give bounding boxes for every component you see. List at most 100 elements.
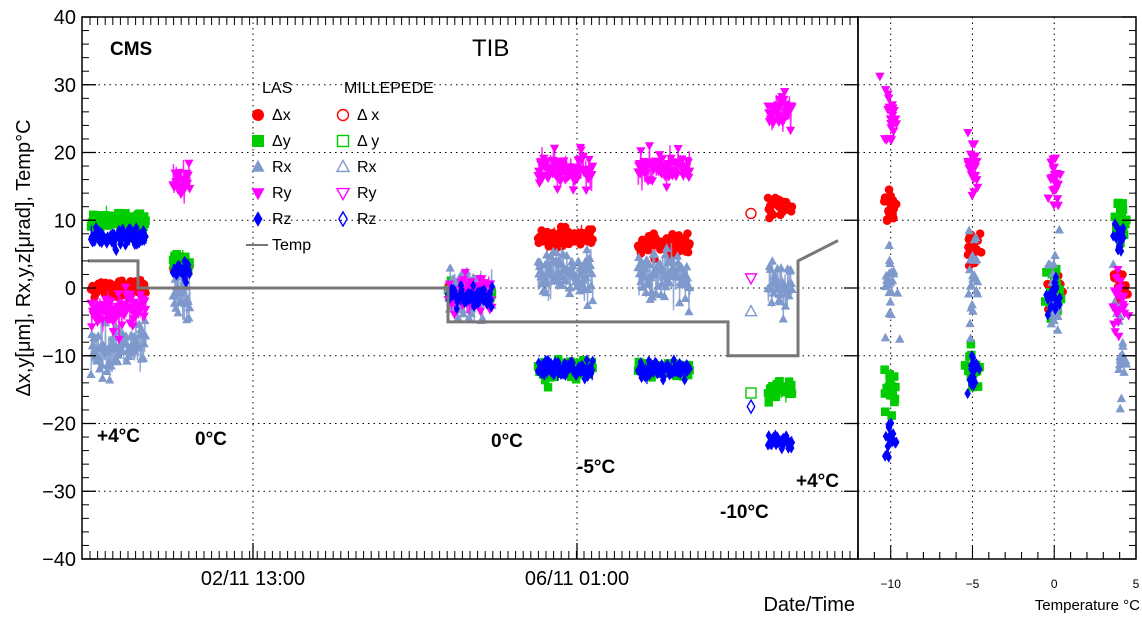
data-point	[141, 331, 151, 340]
data-point	[460, 268, 470, 278]
data-point	[113, 290, 123, 299]
data-point	[684, 173, 694, 183]
data-point	[181, 255, 188, 267]
data-point	[588, 162, 598, 172]
data-point	[585, 253, 595, 262]
data-point	[549, 168, 559, 178]
data-point	[787, 202, 797, 211]
data-point	[573, 256, 583, 265]
y-tick-label: −30	[42, 481, 76, 503]
right-data-point	[1119, 367, 1129, 376]
right-data-point	[884, 440, 892, 452]
data-point	[653, 281, 663, 290]
data-point	[778, 443, 785, 455]
data-point	[652, 364, 660, 376]
data-point	[169, 290, 179, 299]
right-data-point	[969, 140, 980, 149]
data-point	[664, 278, 675, 287]
data-point	[571, 272, 581, 281]
data-point	[780, 88, 790, 97]
data-point	[96, 211, 106, 220]
right-data-point	[1056, 292, 1063, 304]
data-point	[466, 308, 476, 318]
data-point	[112, 356, 123, 366]
data-point	[788, 437, 796, 448]
data-point	[97, 373, 108, 382]
right-data-point	[889, 106, 899, 116]
data-point	[92, 221, 100, 233]
data-point	[127, 223, 134, 235]
data-point	[94, 232, 101, 244]
data-point	[93, 331, 103, 340]
data-point	[775, 289, 785, 299]
data-point	[103, 211, 112, 221]
legend-label-millepede: Rx	[357, 159, 377, 176]
data-point	[486, 288, 493, 300]
data-point	[778, 314, 788, 323]
right-data-point	[964, 288, 974, 298]
legend-label-las: Δx	[272, 107, 291, 124]
right-data-point	[1042, 268, 1051, 277]
right-data-point	[969, 270, 980, 279]
right-data-point	[883, 94, 894, 104]
data-point	[587, 171, 597, 180]
data-point	[780, 301, 791, 310]
data-point	[779, 95, 789, 105]
right-data-point	[1047, 158, 1057, 168]
data-point	[185, 302, 195, 312]
data-point	[445, 263, 455, 272]
data-point	[182, 179, 193, 189]
legend-marker-millepede	[335, 187, 351, 202]
right-data-point	[884, 240, 894, 250]
data-point	[488, 301, 495, 313]
legend-marker-Rz	[253, 211, 263, 227]
right-data-point	[881, 270, 891, 280]
y-tick-label: 0	[65, 278, 76, 300]
data-point	[684, 248, 693, 257]
data-point	[184, 313, 194, 322]
right-data-point	[887, 417, 895, 429]
data-point	[682, 261, 692, 271]
legend-marker-millepede	[338, 210, 348, 228]
legend-label-millepede: Δ x	[357, 107, 379, 124]
data-point	[685, 167, 695, 177]
data-point	[680, 293, 690, 302]
data-point	[684, 370, 693, 380]
legend-header-millepede: MILLEPEDE	[344, 80, 434, 97]
right-data-point	[881, 450, 889, 462]
data-point	[659, 291, 670, 301]
right-data-point	[967, 250, 978, 260]
right-data-point	[964, 387, 971, 400]
right-data-point	[885, 377, 895, 387]
data-point	[185, 185, 195, 194]
right-data-point	[1052, 325, 1063, 334]
right-data-point	[964, 264, 975, 274]
data-point	[119, 223, 126, 235]
right-data-point	[885, 198, 894, 207]
data-point	[585, 260, 596, 269]
data-point	[173, 307, 183, 317]
data-point	[541, 287, 551, 297]
data-point	[133, 222, 140, 234]
millepede-point-Ry	[744, 273, 758, 286]
data-point	[786, 278, 796, 287]
data-point	[776, 263, 786, 272]
data-point	[102, 366, 112, 376]
y-tick-label: −40	[42, 549, 76, 571]
right-x-tick-label: −10	[881, 577, 902, 591]
right-data-point	[971, 285, 982, 295]
legend-header-las: LAS	[262, 80, 292, 97]
right-data-point	[1114, 332, 1124, 342]
right-data-point	[968, 363, 975, 375]
data-point	[581, 186, 591, 195]
data-point	[183, 296, 193, 306]
data-point	[685, 282, 695, 292]
data-point	[662, 183, 672, 192]
data-point	[480, 284, 488, 296]
data-point	[775, 377, 784, 386]
data-point	[657, 155, 668, 164]
right-data-point	[973, 382, 983, 391]
data-point	[787, 103, 797, 112]
right-data-point	[971, 376, 979, 389]
data-point	[636, 276, 646, 285]
